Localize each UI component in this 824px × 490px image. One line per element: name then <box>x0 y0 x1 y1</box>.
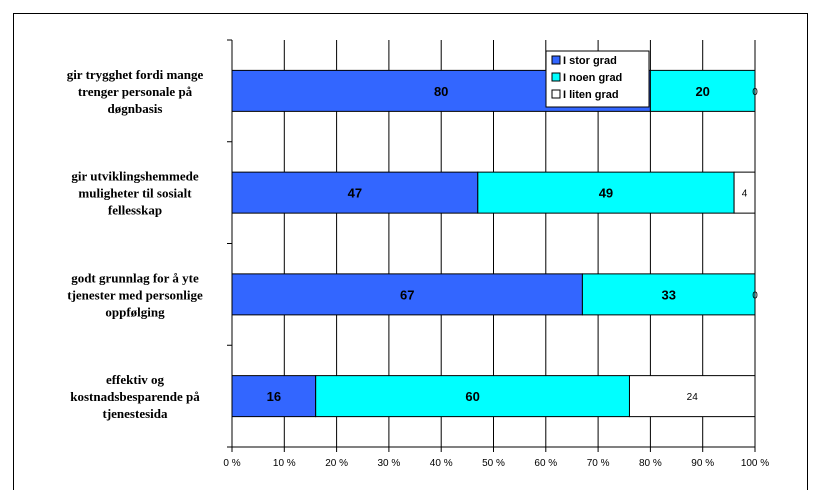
category-label: gir trygghet fordi mange trenger personal… <box>67 67 204 116</box>
legend-label: I noen grad <box>563 72 622 84</box>
category-label-line: oppfølging <box>105 304 165 319</box>
category-label-line: gir trygghet fordi mange <box>67 67 204 82</box>
category-label: effektiv og kostnadsbesparende på tjeneste… <box>70 372 200 421</box>
x-tick-label: 60 % <box>534 458 557 469</box>
data-label: 24 <box>687 392 699 403</box>
bar-segment <box>231 375 317 418</box>
data-label: 0 <box>752 87 758 98</box>
category-label: godt grunnlag for å yte tjenester med per… <box>67 270 203 319</box>
bar-segment <box>231 273 583 316</box>
category-label: gir utviklingshemmede muligheter til sosi… <box>71 169 198 218</box>
x-tick-label: 80 % <box>639 458 662 469</box>
legend-box <box>545 50 650 108</box>
x-tick-label: 30 % <box>378 458 401 469</box>
bar-segment <box>649 69 756 112</box>
legend-label: I stor grad <box>563 55 617 67</box>
legend-swatch <box>551 72 561 82</box>
x-tick-label: 70 % <box>587 458 610 469</box>
category-label-line: godt grunnlag for å yte <box>71 270 199 285</box>
category-label-line: trenger personale på <box>78 84 193 99</box>
bar-segment <box>733 171 756 214</box>
bar-segment <box>315 375 630 418</box>
x-tick-label: 100 % <box>741 458 769 469</box>
x-tick-label: 50 % <box>482 458 505 469</box>
category-label-line: effektiv og <box>106 372 165 387</box>
data-label: 67 <box>400 287 414 302</box>
x-tick-label: 90 % <box>691 458 714 469</box>
category-label-line: gir utviklingshemmede <box>71 169 198 184</box>
bar-segment <box>581 273 756 316</box>
x-tick-label: 0 % <box>223 458 240 469</box>
data-label: 33 <box>661 287 675 302</box>
category-label-line: tjenestesida <box>103 406 168 421</box>
x-tick-label: 20 % <box>325 458 348 469</box>
data-label: 80 <box>434 84 448 99</box>
category-label-line: døgnbasis <box>108 101 163 116</box>
category-label-line: fellesskap <box>108 203 162 218</box>
legend-swatch <box>551 89 561 99</box>
legend: I stor grad I noen grad I liten grad <box>545 50 650 108</box>
category-label-line: tjenester med personlige <box>67 287 203 302</box>
data-label: 0 <box>752 290 758 301</box>
data-label: 47 <box>348 186 362 201</box>
category-label-line: muligheter til sosialt <box>78 186 192 201</box>
legend-label: I liten grad <box>563 89 619 101</box>
x-tick-label: 10 % <box>273 458 296 469</box>
bar-segment <box>477 171 735 214</box>
x-tick-label: 40 % <box>430 458 453 469</box>
bar-segment <box>231 171 479 214</box>
data-label: 20 <box>695 84 709 99</box>
data-label: 16 <box>267 389 281 404</box>
data-label: 4 <box>742 189 748 200</box>
category-label-line: kostnadsbesparende på <box>70 389 200 404</box>
data-label: 49 <box>599 186 613 201</box>
bar-segment <box>628 375 756 418</box>
legend-swatch <box>551 55 561 65</box>
data-label: 60 <box>465 389 479 404</box>
